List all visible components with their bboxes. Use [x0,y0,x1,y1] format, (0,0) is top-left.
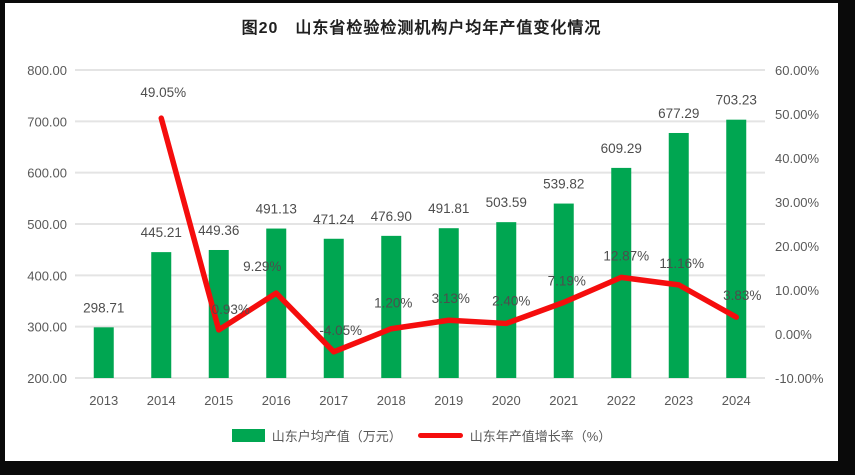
rate-value-label: 7.19% [548,273,586,288]
x-axis-label-2021: 2021 [549,393,578,408]
bar-2013 [93,327,114,378]
y-axis-left-tick-label: 300.00 [27,320,67,335]
y-axis-left-tick-label: 800.00 [27,63,67,78]
growth-rate-line [158,115,739,355]
bar-2024 [726,119,747,379]
y-axis-right-tick-label: -10.00% [775,371,824,386]
x-axis-label-2017: 2017 [319,393,348,408]
x-axis-label-2013: 2013 [89,393,118,408]
bar-2017 [323,238,344,378]
y-axis-right-tick-label: 60.00% [775,63,820,78]
y-axis-left-tick-label: 200.00 [27,371,67,386]
bar-2014 [151,252,172,378]
y-axis-left-tick-label: 400.00 [27,268,67,283]
bar-value-label: 298.71 [83,300,124,315]
chart-legend: 山东户均产值（万元） 山东年产值增长率（%） [5,426,838,445]
x-axis-label-2018: 2018 [377,393,406,408]
rate-value-label: 3.83% [723,288,761,303]
x-axis-label-2022: 2022 [607,393,636,408]
bar-value-label: 503.59 [486,195,527,210]
legend-item-bar-series: 山东户均产值（万元） [231,426,402,445]
chart-title: 图20 山东省检验检测机构户均年产值变化情况 [241,20,602,37]
bar-value-label: 476.90 [371,209,412,224]
x-axis-label-2015: 2015 [204,393,233,408]
y-axis-right-tick-label: 50.00% [775,107,820,122]
x-axis-label-2014: 2014 [147,393,176,408]
x-axis-label-2024: 2024 [722,393,751,408]
bar-2021 [553,203,574,378]
rate-value-label: 3.13% [432,291,470,306]
bar-series-swatch-icon [231,429,265,442]
bar-value-label: 445.21 [141,225,182,240]
y-axis-right-tick-label: 10.00% [775,283,820,298]
bar-value-label: 677.29 [658,106,699,121]
chart-canvas: 800.00 700.00 600.00 500.00 400.00 300.00 200.… [5,3,838,461]
rate-value-label: 2.40% [492,293,530,308]
y-axis-right-tick-label: 0.00% [775,327,812,342]
x-axis-label-2023: 2023 [664,393,693,408]
rate-value-label: -4.05% [319,323,362,338]
rate-value-label: 12.87% [603,248,649,263]
rate-value-label: 9.29% [243,259,281,274]
bar-2023 [668,132,689,378]
bar-value-label: 703.23 [716,93,757,108]
legend-line-label: 山东年产值增长率（%） [469,429,612,444]
rate-value-label: 0.93% [212,302,250,317]
combo-chart: 800.00 700.00 600.00 500.00 400.00 300.00 200.… [27,63,824,408]
bar-2022 [611,167,632,378]
y-axis-right-tick-label: 30.00% [775,195,820,210]
rate-value-label: 49.05% [140,85,186,100]
bar-value-label: 609.29 [601,141,642,156]
legend-item-line-series: 山东年产值增长率（%） [417,426,612,445]
rate-value-label: 1.20% [374,296,412,311]
y-axis-left-tick-label: 700.00 [27,114,67,129]
y-axis-right-tick-label: 20.00% [775,239,820,254]
bar-value-label: 491.81 [428,201,469,216]
y-axis-right-tick-label: 40.00% [775,151,820,166]
bar-2020 [496,222,517,378]
x-axis-label-2020: 2020 [492,393,521,408]
line-series-swatch-icon [417,433,463,438]
x-axis-label-2019: 2019 [434,393,463,408]
bar-value-label: 491.13 [256,202,297,217]
x-axis-label-2016: 2016 [262,393,291,408]
bar-value-label: 449.36 [198,223,239,238]
bar-2016 [266,228,287,378]
bar-2018 [381,235,402,378]
bar-value-label: 471.24 [313,212,355,227]
y-axis-left-tick-label: 600.00 [27,166,67,181]
legend-bar-label: 山东户均产值（万元） [271,429,402,444]
y-axis-left-tick-label: 500.00 [27,217,67,232]
bar-value-label: 539.82 [543,177,584,192]
bar-2019 [438,228,459,378]
rate-value-label: 11.16% [659,256,704,271]
bar-2015 [208,249,229,378]
